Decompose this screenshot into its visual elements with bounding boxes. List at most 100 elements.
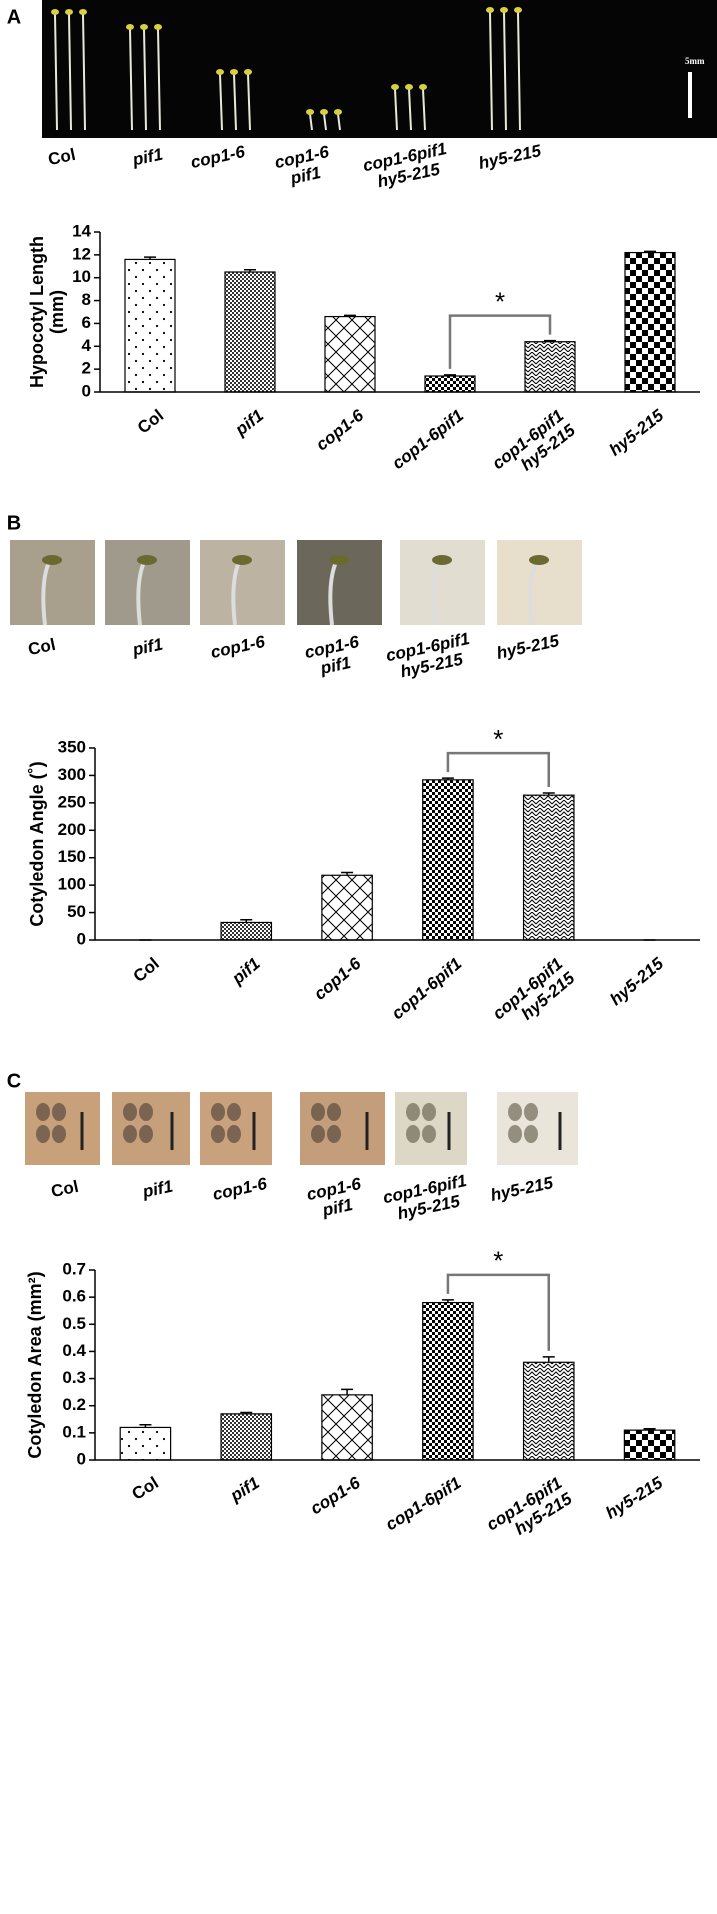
cotyledon: [227, 1103, 241, 1121]
photo-label: cop1-6pif1hy5-215: [384, 630, 475, 685]
cotyledon: [422, 1103, 436, 1121]
photo: [297, 540, 382, 625]
cotyledon: [406, 1125, 420, 1143]
y-tick-label: 150: [58, 847, 86, 866]
error-bar: [240, 1411, 253, 1414]
seedling: [394, 88, 398, 131]
significance-bracket: [446, 1273, 550, 1351]
seedling: [489, 11, 493, 131]
x-tick-label: hy5-215: [606, 954, 667, 1010]
bar: [224, 271, 276, 393]
significance-label: *: [493, 724, 503, 754]
cotyledon: [123, 1125, 137, 1143]
y-tick-label: 0.1: [62, 1422, 86, 1441]
cotyledon: [405, 84, 413, 90]
error-bar: [341, 1388, 354, 1395]
panel-label: A: [7, 6, 21, 28]
y-tick-label: 250: [58, 792, 86, 811]
photo: [105, 540, 190, 625]
cotyledon: [508, 1103, 522, 1121]
seedling: [503, 11, 507, 131]
error-bar: [344, 314, 356, 317]
seedling: [323, 113, 327, 131]
bar: [623, 1429, 676, 1461]
photo-label: hy5-215: [489, 1173, 555, 1205]
cotyledon: [327, 1125, 341, 1143]
bar: [321, 874, 373, 941]
seedling: [309, 113, 313, 131]
cotyledon: [36, 1103, 50, 1121]
x-tick-label: cop1-6: [312, 405, 367, 454]
x-tick-label: cop1-6pif1hy5-215: [483, 1473, 576, 1550]
seedling: [54, 13, 58, 131]
y-tick-label: 14: [72, 221, 91, 240]
error-bar: [139, 1423, 152, 1428]
photo-label: cop1-6: [211, 1174, 269, 1204]
cotyledon: [211, 1103, 225, 1121]
photo-label: pif1: [140, 1177, 175, 1202]
y-tick-label: 0: [82, 381, 91, 400]
y-tick-label: 2: [82, 359, 91, 378]
cotyledon: [216, 69, 224, 75]
cotyledon: [232, 555, 252, 565]
cotyledon: [419, 84, 427, 90]
bar: [321, 1394, 373, 1461]
cotyledon: [500, 7, 508, 13]
cotyledon: [320, 109, 328, 115]
cotyledon: [123, 1103, 137, 1121]
error-bar: [441, 1299, 454, 1303]
y-tick-label: 350: [58, 737, 86, 756]
scale-label: 5mm: [685, 56, 705, 66]
seedling: [129, 28, 133, 131]
photo: [497, 540, 582, 625]
y-tick-label: 10: [72, 267, 91, 286]
cotyledon: [52, 1103, 66, 1121]
bar: [624, 251, 676, 393]
error-bar: [644, 250, 656, 253]
x-tick-label: cop1-6pif1hy5-215: [489, 954, 579, 1038]
bar: [522, 794, 575, 941]
panel-label: C: [7, 1070, 21, 1092]
photo-label: Col: [46, 145, 77, 169]
photo-label: Col: [26, 635, 57, 659]
y-tick-label: 0.2: [62, 1395, 86, 1414]
x-tick-label: pif1: [226, 1473, 263, 1506]
photo-label: pif1: [130, 145, 165, 170]
y-axis-title: Hypocotyl Length(mm): [27, 236, 67, 388]
error-bar: [643, 1428, 656, 1431]
photo: [10, 540, 95, 625]
cotyledon: [51, 9, 59, 15]
bar: [220, 921, 273, 941]
error-bar: [441, 777, 454, 780]
significance-label: *: [493, 1246, 503, 1276]
cotyledon: [42, 555, 62, 565]
y-tick-label: 300: [58, 765, 86, 784]
photo-label: cop1-6pif1: [303, 633, 365, 681]
seedling: [247, 73, 251, 131]
y-tick-label: 200: [58, 820, 86, 839]
cotyledon: [211, 1125, 225, 1143]
x-tick-label: pif1: [231, 406, 267, 440]
cotyledon: [311, 1103, 325, 1121]
y-tick-label: 0.3: [62, 1368, 86, 1387]
y-axis-title: Cotyledon Area (mm²): [25, 1271, 45, 1458]
y-tick-label: 4: [82, 336, 92, 355]
bar: [324, 315, 376, 393]
cotyledon: [140, 24, 148, 30]
x-tick-label: cop1-6pif1: [389, 406, 468, 473]
x-tick-label: cop1-6: [307, 1473, 364, 1518]
seedling: [233, 73, 237, 131]
cotyledon: [311, 1125, 325, 1143]
cotyledon: [52, 1125, 66, 1143]
x-tick-label: pif1: [228, 954, 264, 989]
y-tick-label: 100: [58, 875, 86, 894]
x-tick-label: Col: [129, 1473, 162, 1504]
bar: [422, 1301, 474, 1461]
y-tick-label: 50: [67, 902, 86, 921]
photo: [400, 540, 485, 625]
bar: [119, 1426, 172, 1461]
cotyledon: [79, 9, 87, 15]
cotyledon: [422, 1125, 436, 1143]
y-tick-label: 0.4: [62, 1341, 86, 1360]
